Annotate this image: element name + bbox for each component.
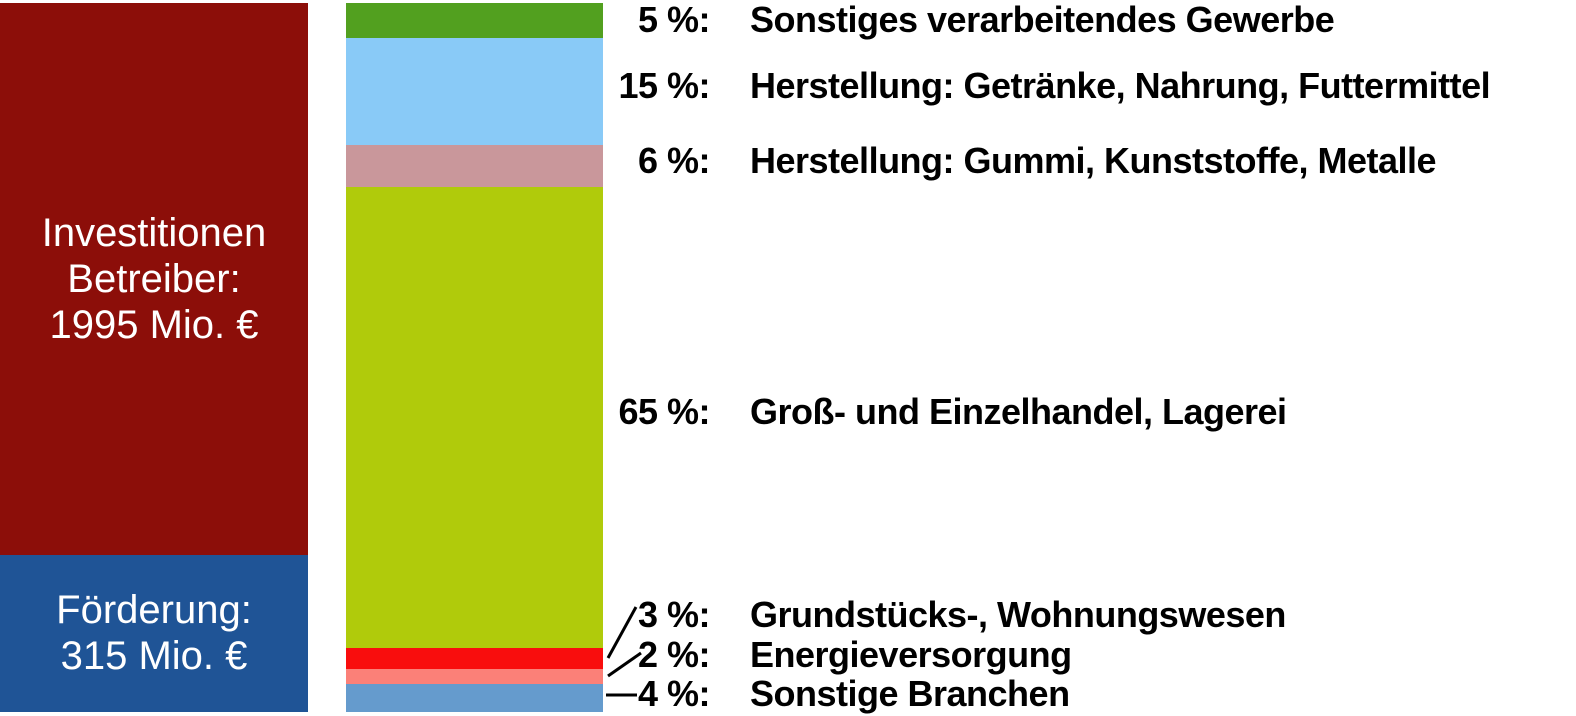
sector-description-label: Herstellung: Gummi, Kunststoffe, Metalle <box>750 140 1437 181</box>
sector-description-label: Sonstiges verarbeitendes Gewerbe <box>750 0 1335 40</box>
sector-segment-0 <box>346 3 603 39</box>
sector-label-row-3: 65 %: Groß- und Einzelhandel, Lagerei <box>600 391 1287 432</box>
bar-label-line: Förderung: <box>56 588 252 633</box>
sector-label-row-5: 2 %: Energieversorgung <box>600 634 1072 675</box>
sector-segment-5 <box>346 669 603 684</box>
sector-segment-4 <box>346 648 603 670</box>
sector-percent-label: 6 %: <box>637 140 711 181</box>
investment-bar: Investitionen Betreiber: 1995 Mio. € Förder… <box>0 3 308 712</box>
bar-label-line: Betreiber: <box>67 256 241 301</box>
sector-description-label: Herstellung: Getränke, Nahrung, Futtermi… <box>750 65 1491 106</box>
investment-segment-betreiber: Investitionen Betreiber: 1995 Mio. € <box>0 3 308 555</box>
investment-segment-foerderung: Förderung: 315 Mio. € <box>0 554 308 712</box>
sector-label-row-4: 3 %: Grundstücks-, Wohnungswesen <box>600 594 1286 635</box>
bar-label-line: Investitionen <box>41 210 267 255</box>
sector-description-label: Energieversorgung <box>750 634 1072 675</box>
sector-percent-label: 4 %: <box>637 673 711 714</box>
sector-percent-label: 2 %: <box>637 634 711 675</box>
sector-description-label: Grundstücks-, Wohnungswesen <box>750 594 1286 635</box>
bar-label-line: 1995 Mio. € <box>49 302 259 347</box>
sector-description-label: Sonstige Branchen <box>750 673 1070 714</box>
sector-percent-label: 65 %: <box>618 391 710 432</box>
sector-segment-2 <box>346 144 603 188</box>
sector-label-row-6: 4 %: Sonstige Branchen <box>600 673 1070 714</box>
bar-label-line: 315 Mio. € <box>60 634 248 679</box>
sector-description-label: Groß- und Einzelhandel, Lagerei <box>750 391 1287 432</box>
investment-segment-label: Investitionen Betreiber: 1995 Mio. € <box>42 210 267 348</box>
sector-label-row-2: 6 %: Herstellung: Gummi, Kunststoffe, Met… <box>600 140 1437 181</box>
sector-segment-6 <box>346 683 603 712</box>
sector-percent-label: 3 %: <box>637 594 711 635</box>
sector-label-row-0: 5 %: Sonstiges verarbeitendes Gewerbe <box>600 0 1335 40</box>
sector-bar <box>346 3 603 712</box>
sector-segment-1 <box>346 38 603 145</box>
sector-percent-label: 5 %: <box>637 0 711 40</box>
sector-percent-label: 15 %: <box>618 65 710 106</box>
sector-label-row-1: 15 %: Herstellung: Getränke, Nahrung, Fut… <box>600 65 1491 106</box>
investment-segment-label: Förderung: 315 Mio. € <box>56 587 252 679</box>
sector-segment-3 <box>346 187 603 649</box>
